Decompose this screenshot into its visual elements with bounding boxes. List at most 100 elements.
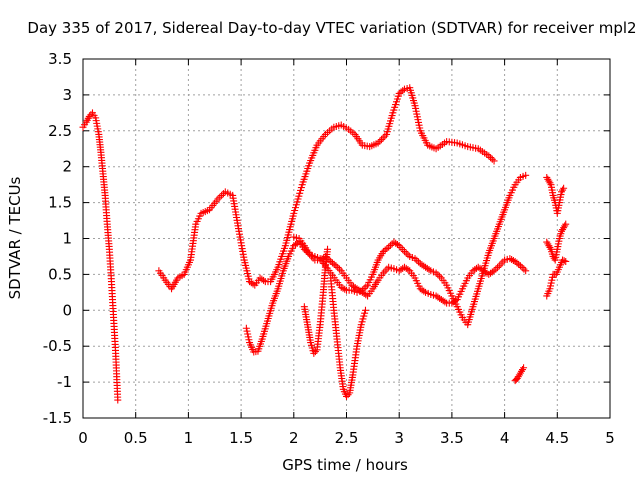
data-point bbox=[246, 278, 254, 286]
data-point bbox=[520, 265, 528, 273]
series-track-3 bbox=[242, 171, 530, 356]
x-tick-label: 4 bbox=[500, 429, 510, 447]
data-point bbox=[448, 299, 456, 307]
data-point bbox=[334, 263, 342, 271]
data-points bbox=[79, 84, 570, 404]
y-tick-label: 0.5 bbox=[48, 265, 72, 283]
data-point bbox=[490, 267, 498, 275]
y-tick-label: 3.5 bbox=[48, 50, 72, 68]
data-point bbox=[330, 260, 338, 268]
data-point bbox=[374, 139, 382, 147]
y-tick-label: -0.5 bbox=[43, 337, 72, 355]
data-point bbox=[379, 247, 387, 255]
data-point bbox=[474, 263, 482, 271]
data-point bbox=[515, 260, 523, 268]
data-point bbox=[395, 267, 403, 275]
data-point bbox=[404, 266, 412, 274]
x-axis-label: GPS time / hours bbox=[282, 456, 408, 474]
axis-ticks: 0 0.5 1 1.5 2 2.5 3 3.5 4 4.5 5 -1.5 -1 -0.5 0 0.5 1 1.5 2… bbox=[43, 50, 615, 447]
data-point bbox=[511, 257, 519, 265]
data-point bbox=[418, 286, 426, 294]
x-tick-label: 1.5 bbox=[229, 429, 253, 447]
data-point bbox=[402, 249, 410, 257]
data-point bbox=[451, 297, 459, 305]
series-track-10 bbox=[543, 256, 570, 300]
data-point bbox=[485, 270, 493, 278]
data-point bbox=[290, 242, 298, 250]
data-point bbox=[316, 256, 324, 264]
y-axis-label: SDTVAR / TECUs bbox=[6, 176, 24, 299]
data-point bbox=[377, 136, 385, 144]
x-tick-label: 2.5 bbox=[335, 429, 359, 447]
data-point bbox=[386, 241, 394, 249]
data-point bbox=[381, 246, 389, 254]
data-point bbox=[413, 256, 421, 264]
data-point bbox=[434, 271, 442, 279]
data-point bbox=[411, 255, 419, 263]
y-tick-label: 2 bbox=[62, 158, 72, 176]
series-track-7 bbox=[511, 364, 528, 385]
data-point bbox=[560, 257, 568, 265]
data-point bbox=[487, 269, 495, 277]
data-point bbox=[420, 287, 428, 295]
data-point bbox=[562, 220, 570, 228]
data-point bbox=[355, 286, 363, 294]
data-point bbox=[494, 263, 502, 271]
data-point bbox=[423, 264, 431, 272]
data-point bbox=[416, 285, 424, 293]
data-point bbox=[436, 294, 444, 302]
data-point bbox=[379, 134, 387, 142]
data-point bbox=[335, 265, 343, 273]
data-point bbox=[437, 296, 445, 304]
data-point bbox=[490, 157, 498, 165]
data-point bbox=[478, 266, 486, 274]
data-point bbox=[327, 257, 335, 265]
data-point bbox=[341, 285, 349, 293]
series-track-9 bbox=[543, 220, 570, 264]
data-point bbox=[350, 282, 358, 290]
data-point bbox=[362, 283, 370, 291]
data-point bbox=[469, 267, 477, 275]
y-tick-label: 2.5 bbox=[48, 122, 72, 140]
data-point bbox=[488, 155, 496, 163]
data-point bbox=[348, 281, 356, 289]
data-point bbox=[357, 287, 365, 295]
data-point bbox=[471, 266, 479, 274]
data-point bbox=[562, 257, 570, 265]
data-point bbox=[487, 154, 495, 162]
y-tick-label: 0 bbox=[62, 301, 72, 319]
data-point bbox=[324, 245, 332, 253]
data-point bbox=[481, 268, 489, 276]
data-point bbox=[376, 137, 384, 145]
data-point bbox=[114, 396, 122, 404]
plot-frame bbox=[82, 58, 611, 419]
data-point bbox=[353, 285, 361, 293]
data-point bbox=[404, 251, 412, 259]
data-point bbox=[249, 280, 257, 288]
x-tick-label: 5 bbox=[605, 429, 615, 447]
data-point bbox=[402, 264, 410, 272]
data-point bbox=[393, 240, 401, 248]
y-tick-label: 3 bbox=[62, 86, 72, 104]
data-point bbox=[400, 247, 408, 255]
data-point bbox=[358, 288, 366, 296]
data-point bbox=[395, 89, 403, 97]
x-tick-label: 2 bbox=[289, 429, 299, 447]
data-point bbox=[485, 152, 493, 160]
series-track-6 bbox=[327, 274, 369, 400]
data-point bbox=[441, 298, 449, 306]
data-point bbox=[476, 264, 484, 272]
y-tick-label: -1 bbox=[57, 373, 72, 391]
data-point bbox=[256, 274, 264, 282]
data-point bbox=[399, 87, 407, 95]
data-point bbox=[422, 263, 430, 271]
x-tick-label: 0 bbox=[78, 429, 88, 447]
data-point bbox=[420, 262, 428, 270]
data-point bbox=[509, 257, 517, 265]
data-point bbox=[559, 256, 567, 264]
data-point bbox=[432, 292, 440, 300]
y-tick-label: -1.5 bbox=[43, 409, 72, 427]
data-point bbox=[492, 265, 500, 273]
